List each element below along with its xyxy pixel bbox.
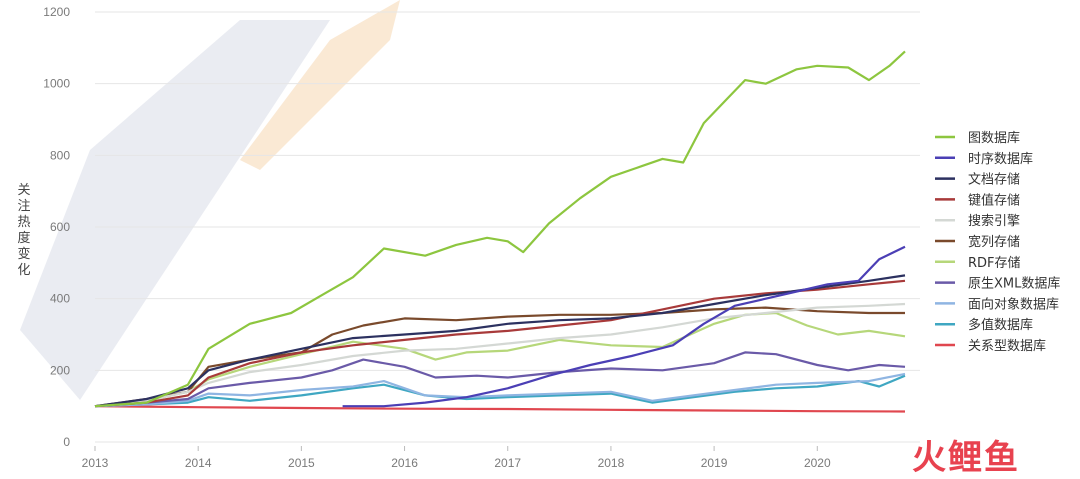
x-tick-label-2019: 2019 [701, 456, 728, 470]
series-line-2 [94, 274, 906, 408]
legend-label-6: RDF存储 [968, 256, 1021, 271]
x-tick-label-2018: 2018 [598, 456, 625, 470]
series-line-5 [94, 306, 905, 408]
legend-label-3: 键值存储 [968, 192, 1020, 208]
series-lines [94, 50, 906, 413]
series-line-1 [342, 245, 906, 408]
y-tick-label-800: 800 [50, 148, 70, 162]
x-tick-label-2017: 2017 [494, 456, 521, 470]
y-tick-label-0: 0 [63, 435, 70, 449]
legend-label-10: 关系型数据库 [968, 338, 1046, 354]
legend-label-9: 多值数据库 [968, 317, 1033, 333]
y-tick-label-1200: 1200 [43, 5, 70, 19]
series-line-10 [94, 405, 906, 413]
x-axis: 2013 2014 2015 2016 2017 2018 2019 2020 [82, 446, 831, 470]
legend-label-5: 宽列存储 [968, 234, 1020, 250]
x-tick-label-2016: 2016 [391, 456, 418, 470]
series-line-7 [94, 351, 906, 408]
legend-label-0: 图数据库 [968, 130, 1020, 146]
y-tick-label-400: 400 [50, 292, 70, 306]
legend-label-2: 文档存储 [968, 173, 1020, 188]
series-line-0 [94, 50, 906, 408]
series-line-4 [94, 302, 906, 408]
y-axis-label-char-3: 度 [17, 230, 30, 246]
x-tick-label-2015: 2015 [288, 456, 315, 470]
x-tick-label-2014: 2014 [185, 456, 212, 470]
y-axis: 0 200 400 600 800 1000 1200 [43, 5, 70, 449]
y-tick-label-1000: 1000 [43, 77, 70, 91]
y-tick-label-600: 600 [50, 220, 70, 234]
y-axis-label-char-1: 注 [17, 199, 30, 214]
legend-label-1: 时序数据库 [968, 151, 1033, 167]
watermark-text: 火鲤鱼 [912, 438, 1020, 478]
series-line-8 [94, 372, 906, 408]
legend-label-7: 原生XML数据库 [968, 276, 1060, 292]
series-line-6 [94, 311, 906, 408]
x-tick-label-2013: 2013 [82, 456, 109, 470]
y-axis-label-char-2: 热 [17, 215, 30, 230]
legend-label-4: 搜索引擎 [968, 214, 1020, 229]
y-axis-label-char-0: 关 [17, 183, 30, 198]
legend-label-8: 面向对象数据库 [968, 296, 1059, 312]
series-line-9 [94, 374, 906, 408]
caict-watermark [20, 0, 400, 400]
series-line-3 [94, 279, 906, 408]
y-axis-label-char-4: 变 [17, 246, 30, 262]
x-tick-label-2020: 2020 [804, 456, 831, 470]
y-tick-label-200: 200 [50, 363, 70, 377]
y-axis-label-char-5: 化 [17, 263, 30, 278]
